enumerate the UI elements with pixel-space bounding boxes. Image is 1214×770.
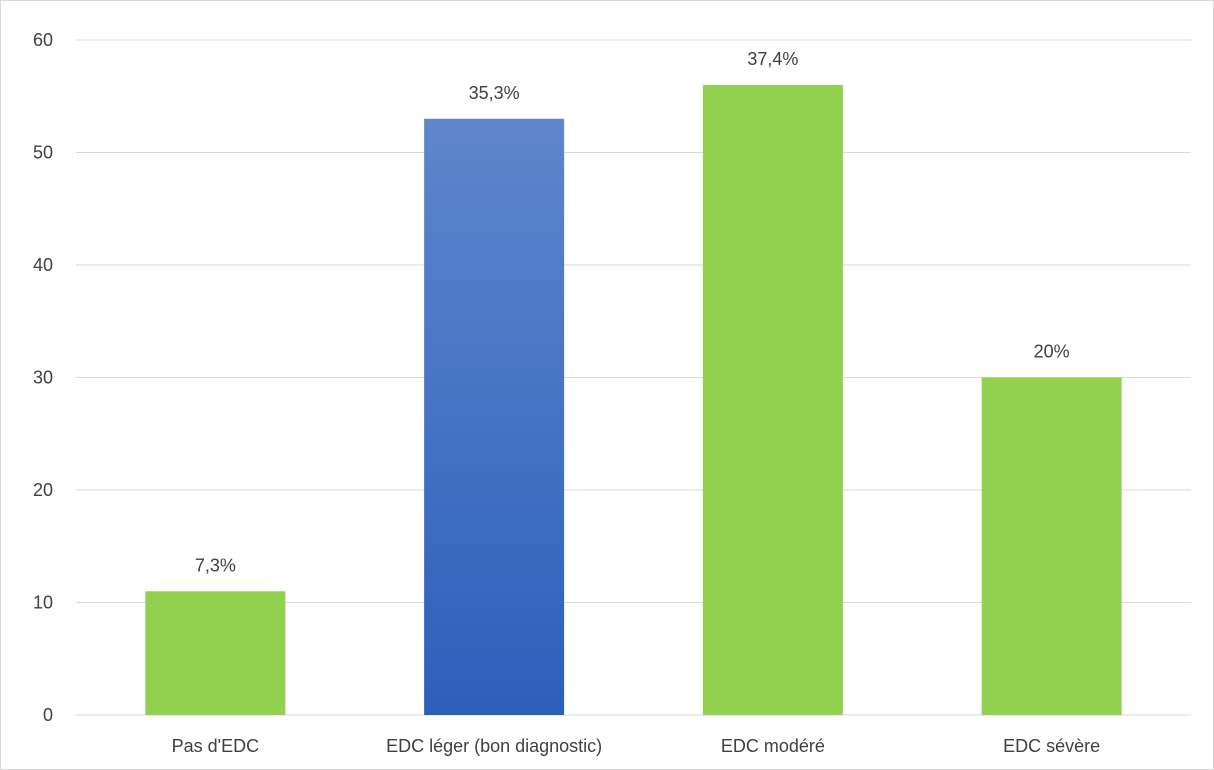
y-tick-label: 40	[33, 255, 53, 275]
category-label: EDC modéré	[721, 736, 825, 756]
bar-1	[145, 591, 286, 715]
bars	[145, 85, 1122, 715]
category-label: EDC léger (bon diagnostic)	[386, 736, 602, 756]
category-label: EDC sévère	[1003, 736, 1100, 756]
data-label: 35,3%	[469, 83, 520, 103]
data-labels: 7,3% 35,3% 37,4% 20%	[195, 49, 1070, 575]
y-tick-label: 10	[33, 593, 53, 613]
data-label: 20%	[1034, 342, 1070, 362]
y-tick-label: 20	[33, 480, 53, 500]
y-tick-label: 60	[33, 30, 53, 50]
data-label: 7,3%	[195, 555, 236, 575]
data-label: 37,4%	[747, 49, 798, 69]
y-tick-label: 0	[43, 705, 53, 725]
bar-2	[424, 118, 565, 715]
y-tick-label: 30	[33, 368, 53, 388]
y-tick-label: 50	[33, 143, 53, 163]
y-axis-ticks: 0 10 20 30 40 50 60	[33, 30, 53, 725]
x-axis-categories: Pas d'EDC EDC léger (bon diagnostic) EDC m…	[172, 736, 1101, 756]
category-label: Pas d'EDC	[172, 736, 259, 756]
bar-3	[702, 85, 843, 715]
bar-4	[981, 377, 1122, 715]
